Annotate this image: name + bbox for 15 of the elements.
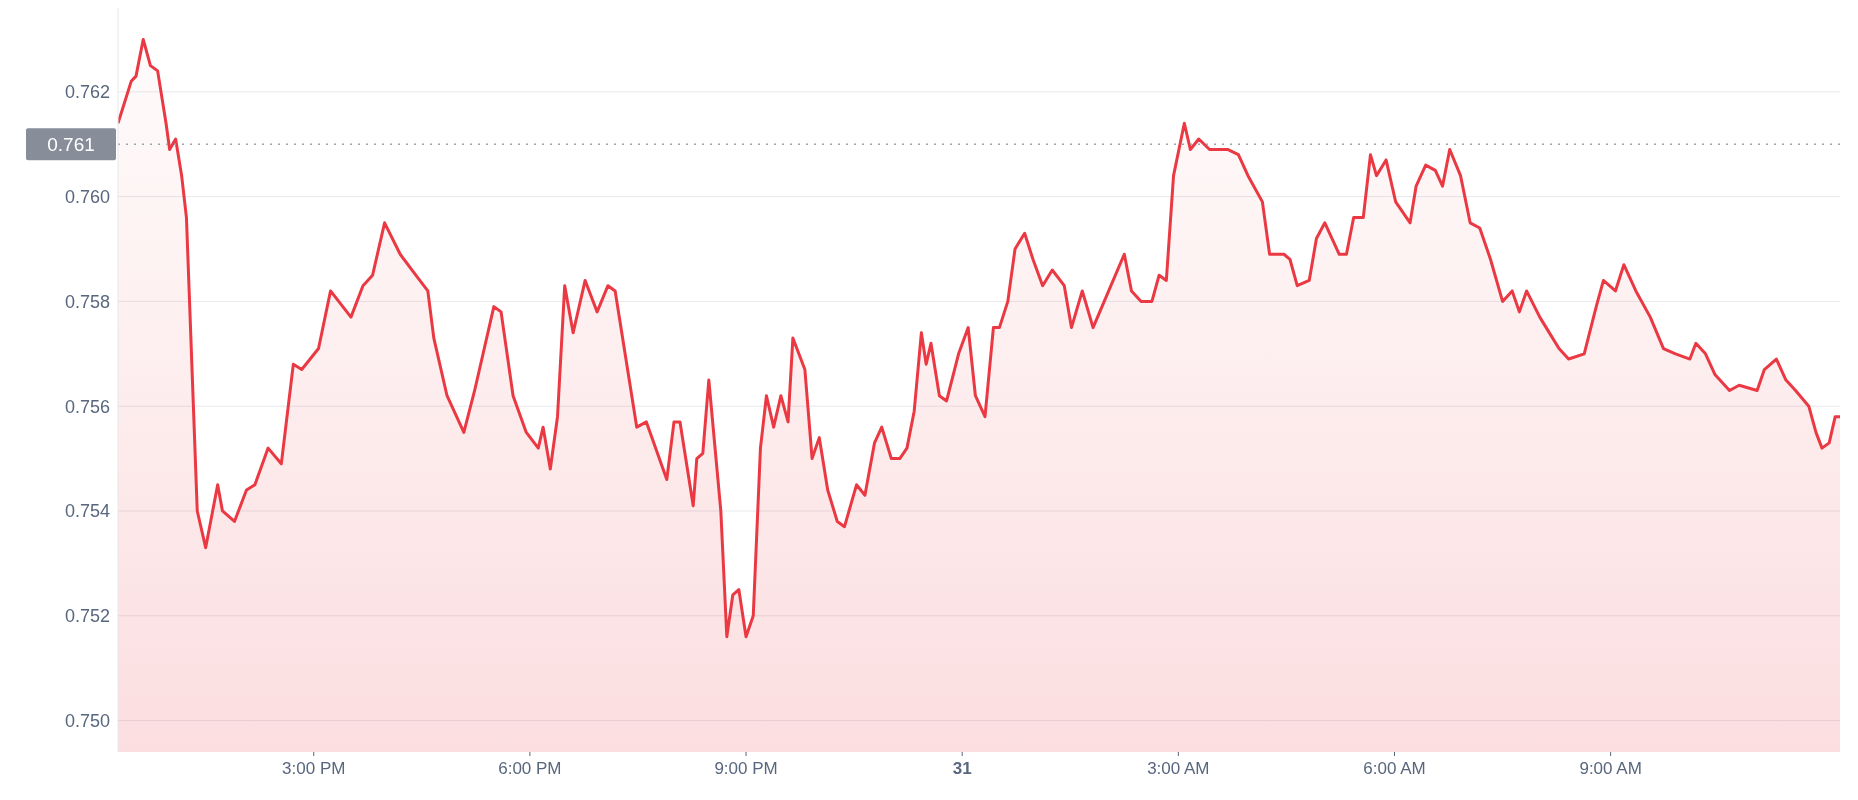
y-tick-label: 0.756 [64,396,110,417]
y-tick-label: 0.758 [64,291,110,312]
x-tick-label: 6:00 PM [498,759,562,778]
x-tick-label: 6:00 AM [1363,759,1426,778]
y-tick-label: 0.752 [64,606,110,627]
x-tick-label: 9:00 PM [714,759,778,778]
x-tick-label: 3:00 PM [282,759,346,778]
y-tick-label: 0.754 [64,501,110,522]
y-tick-label: 0.750 [64,710,110,731]
ref-line-label: 0.761 [47,134,95,156]
x-tick-label: 31 [952,759,972,778]
y-tick-label: 0.760 [64,187,110,208]
x-tick-label: 9:00 AM [1579,759,1642,778]
x-tick-label: 3:00 AM [1147,759,1210,778]
y-tick-label: 0.762 [64,82,110,103]
